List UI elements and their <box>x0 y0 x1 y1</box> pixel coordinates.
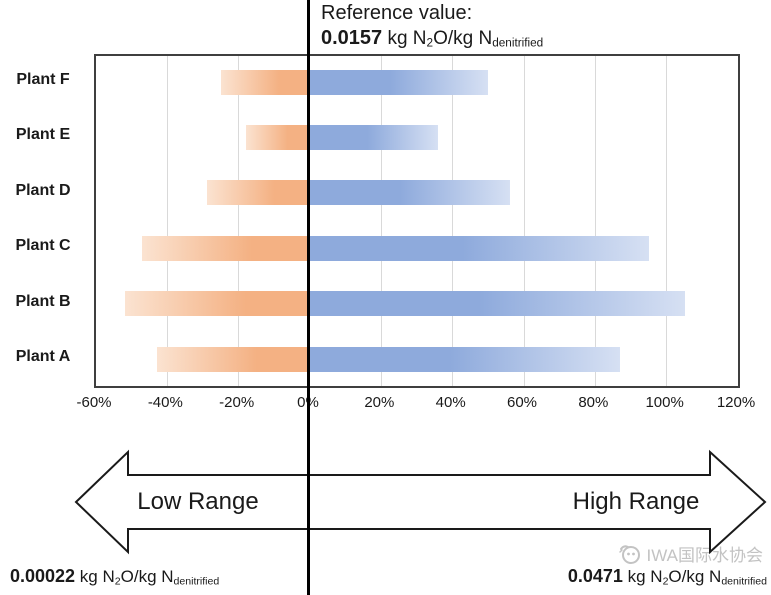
low-range-label: Low Range <box>137 488 259 515</box>
category-label: Plant B <box>15 292 71 310</box>
low-range-bar <box>124 291 310 317</box>
reference-value-title: Reference value: <box>321 2 473 24</box>
low-range-bar <box>142 235 310 261</box>
high-range-label: High Range <box>572 488 700 515</box>
x-tick-label: 100% <box>645 394 684 411</box>
x-tick-label: 60% <box>506 394 538 411</box>
high-range-bar <box>310 124 439 150</box>
gridline <box>452 56 454 386</box>
high-range-bar <box>310 235 649 261</box>
category-label: Plant D <box>15 181 71 199</box>
iwa-logo-icon <box>618 544 640 564</box>
reference-line <box>307 0 310 595</box>
low-range-bar <box>206 180 310 206</box>
watermark-text: IWA国际水协会 <box>646 546 763 565</box>
x-tick-label: -60% <box>76 394 112 411</box>
low-range-bar <box>156 346 310 372</box>
reference-value-number: 0.0157 <box>321 27 383 49</box>
category-label: Plant E <box>15 126 71 144</box>
x-tick-label: 20% <box>364 394 395 411</box>
low-range-bar <box>220 69 310 95</box>
category-label: Plant F <box>16 71 70 88</box>
high-range-bar <box>310 291 685 317</box>
plot-area <box>94 54 740 388</box>
x-tick-label: 80% <box>578 394 609 411</box>
x-tick-label: 40% <box>435 394 466 411</box>
reference-value-text: 0.0157 kg N2O/kg Ndenitrified <box>321 27 544 50</box>
range-arrow <box>74 449 767 555</box>
high-range-bar <box>310 180 510 206</box>
gridline <box>380 56 382 386</box>
low-range-bar <box>245 124 310 150</box>
x-tick-label: 120% <box>716 394 756 411</box>
gridline <box>166 56 168 386</box>
high-range-bar <box>310 69 489 95</box>
gridline <box>523 56 525 386</box>
high-range-bar <box>310 346 621 372</box>
reference-value-header: Reference value: 0.0157 kg N2O/kg Ndenit… <box>321 1 543 51</box>
x-tick-label: -40% <box>147 394 183 411</box>
low-range-number: 0.00022 <box>10 566 76 586</box>
low-range-value: 0.00022 kg N2O/kg Ndenitrified <box>10 566 220 588</box>
category-label: Plant C <box>15 237 71 255</box>
gridline <box>594 56 596 386</box>
high-range-number: 0.0471 <box>567 566 623 586</box>
high-range-value: 0.0471 kg N2O/kg Ndenitrified <box>567 566 767 588</box>
gridline <box>666 56 668 386</box>
gridline <box>238 56 240 386</box>
x-tick-label: -20% <box>219 394 255 411</box>
watermark: IWA国际水协会 <box>618 541 763 566</box>
category-label: Plant A <box>15 348 71 365</box>
